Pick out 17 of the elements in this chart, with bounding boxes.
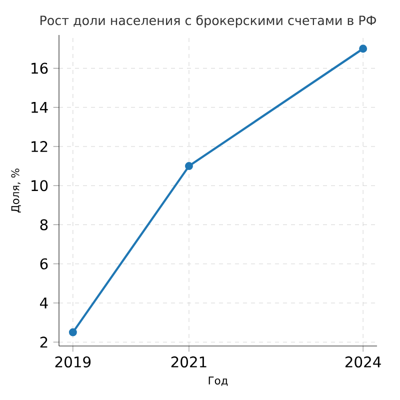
point [184,162,193,170]
chart-title: Рост доли населения с брокерскими счетами в РФ [40,15,376,28]
y-tick-label: 12 [32,141,48,152]
y-tick-label: 4 [40,298,48,308]
point [68,328,77,336]
y-axis-title: Доля, % [11,168,21,212]
y-tick-label: 8 [40,219,48,230]
x-axis-title: Год [208,376,228,386]
x-tick-label: 2021 [171,356,206,368]
y-tick-label: 10 [32,180,48,192]
y-tick-label: 16 [32,62,48,74]
x-tick-label: 2024 [345,356,381,368]
y-tick-label: 14 [32,102,48,113]
y-tick-label: 2 [40,336,48,348]
y-tick-label: 6 [40,258,48,270]
x-tick-label: 2019 [55,356,91,368]
point [359,44,368,53]
